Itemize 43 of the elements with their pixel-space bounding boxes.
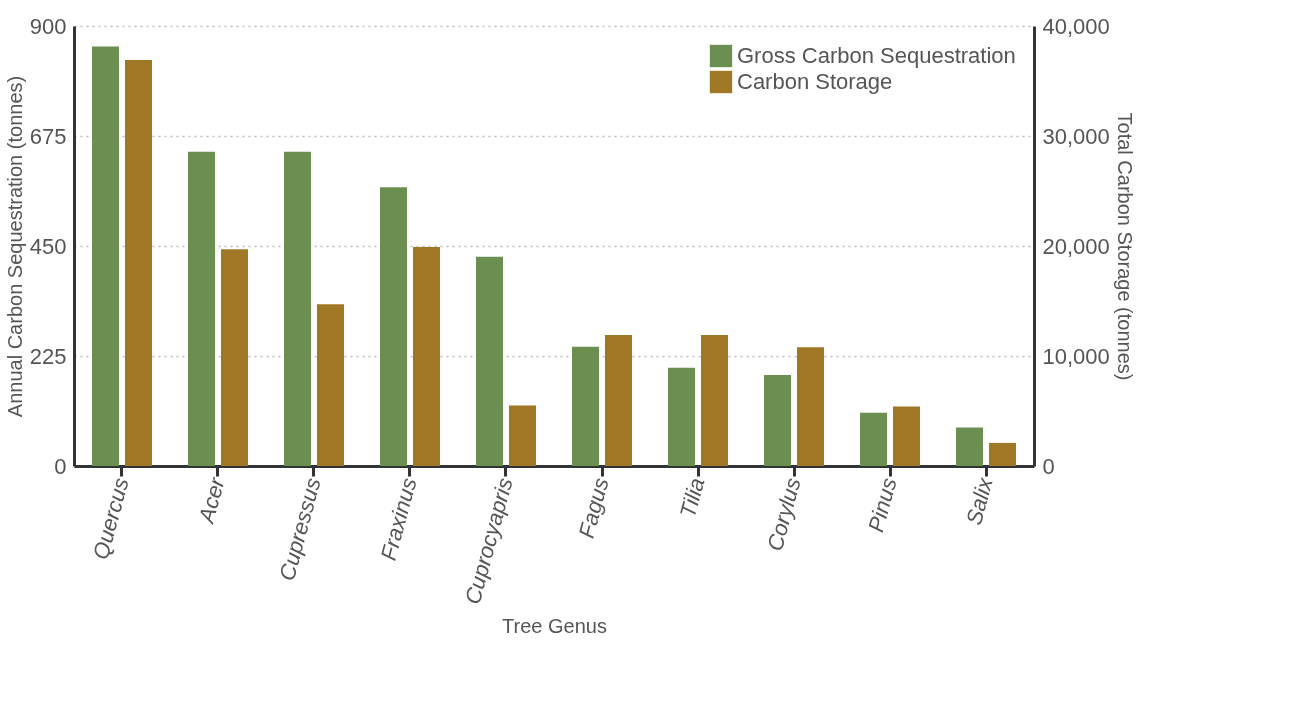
bar — [956, 427, 983, 466]
x-tick-label: Quercus — [87, 475, 134, 562]
bar — [893, 406, 920, 466]
y2-tick-label: 0 — [1042, 453, 1055, 479]
y-axis-title: Annual Carbon Sequestration (tonnes) — [3, 75, 26, 418]
bar — [797, 347, 824, 466]
y2-axis-title: Total Carbon Storage (tonnes) — [1113, 112, 1136, 381]
y2-tick-label: 20,000 — [1042, 233, 1110, 259]
bar — [605, 335, 632, 466]
y2-tick-label: 30,000 — [1042, 123, 1110, 149]
x-tick-label: Pinus — [863, 475, 902, 535]
bar — [509, 405, 536, 466]
bar — [221, 249, 248, 466]
x-tick-label: Fraxinus — [375, 475, 422, 564]
bar — [860, 412, 887, 466]
bar — [989, 442, 1016, 466]
legend-label: Gross Carbon Sequestration — [737, 43, 1016, 68]
x-tick-label: Corylus — [762, 475, 806, 554]
bar — [572, 346, 599, 466]
y-tick-label: 900 — [29, 13, 67, 39]
y-tick-label: 675 — [29, 123, 67, 149]
y2-tick-label: 10,000 — [1042, 343, 1110, 369]
y2-tick-label: 40,000 — [1042, 13, 1110, 39]
y-tick-label: 450 — [29, 233, 67, 259]
bar — [92, 46, 119, 466]
y-tick-label: 225 — [29, 343, 67, 369]
bar — [764, 375, 791, 466]
bar — [476, 256, 503, 466]
bar — [284, 151, 311, 466]
bar — [668, 367, 695, 466]
bar — [701, 335, 728, 466]
y-tick-label: 0 — [54, 453, 67, 479]
x-axis-title: Tree Genus — [502, 614, 607, 637]
x-tick-label: Fagus — [573, 475, 614, 541]
bar — [317, 304, 344, 466]
legend-label: Carbon Storage — [737, 69, 893, 94]
bar — [125, 60, 152, 466]
x-tick-label: Tilia — [675, 475, 710, 521]
bar — [188, 151, 215, 466]
bar — [380, 187, 407, 466]
bar — [413, 247, 440, 466]
x-tick-label: Acer — [193, 473, 231, 528]
x-tick-label: Salix — [961, 474, 998, 528]
